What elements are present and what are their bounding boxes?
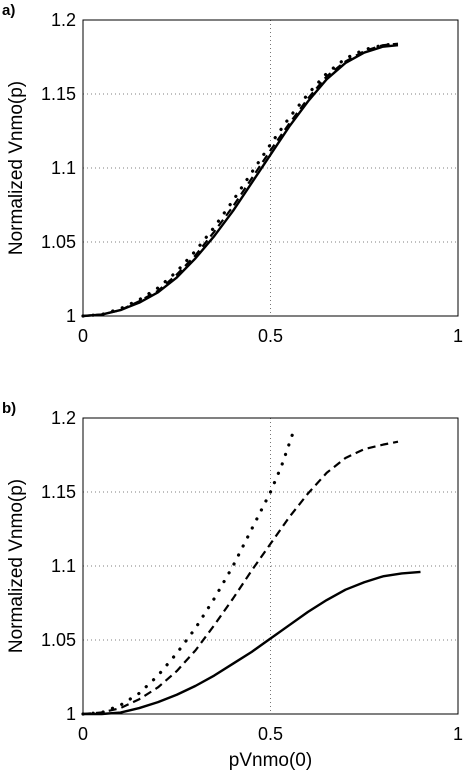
panel-a-series <box>81 42 400 318</box>
panel-b-label: b) <box>2 400 16 417</box>
panel-a-gridlines <box>83 20 458 316</box>
panel-a-series-dashed <box>82 42 399 318</box>
panel-b-ytick-3: 1.15 <box>41 482 76 502</box>
panel-b-y-axis-label: Normalized Vnmo(p) <box>6 479 27 653</box>
panel-b-gridlines <box>83 418 458 714</box>
panel-a-ytick-4: 1.2 <box>51 10 76 30</box>
panel-a: a) 0 0.5 1 1 1.05 1.1 1.15 1.2 Normalize… <box>2 2 463 346</box>
panel-b-x-ticks: 0 0.5 1 <box>78 724 463 744</box>
panel-a-ytick-1: 1.05 <box>41 232 76 252</box>
panel-b-plot-area <box>82 417 459 715</box>
panel-a-y-axis-label: Normalized Vnmo(p) <box>6 81 27 255</box>
panel-b-series-dashed <box>82 440 399 716</box>
panel-b-xtick-2: 1 <box>453 724 463 744</box>
panel-a-ytick-0: 1 <box>66 306 76 326</box>
panel-b-ytick-0: 1 <box>66 704 76 724</box>
panel-a-series-dotted <box>81 42 400 318</box>
panel-b-ytick-4: 1.2 <box>51 408 76 428</box>
panel-b-series-solid <box>83 570 421 716</box>
panel-a-label: a) <box>2 2 15 19</box>
panel-b: b) 0 0.5 1 1 1.05 1.1 1.15 1.2 Normalize… <box>2 400 463 771</box>
panel-a-xtick-2: 1 <box>453 326 463 346</box>
panel-b-x-axis-label: pVnmo(0) <box>229 750 312 771</box>
panel-a-plot-area <box>82 19 459 317</box>
panel-a-ytick-3: 1.15 <box>41 84 76 104</box>
panel-b-series <box>81 431 421 716</box>
panel-b-ytick-2: 1.1 <box>51 556 76 576</box>
panel-a-series-solid <box>82 43 399 318</box>
panel-a-y-ticks: 1 1.05 1.1 1.15 1.2 <box>41 10 76 326</box>
panel-b-xtick-0: 0 <box>78 724 88 744</box>
panel-a-xtick-1: 0.5 <box>258 326 283 346</box>
panel-b-xtick-1: 0.5 <box>258 724 283 744</box>
panel-b-series-dotted <box>81 431 295 716</box>
panel-a-xtick-0: 0 <box>78 326 88 346</box>
panel-a-x-ticks: 0 0.5 1 <box>78 326 463 346</box>
panel-b-ytick-1: 1.05 <box>41 630 76 650</box>
panel-b-y-ticks: 1 1.05 1.1 1.15 1.2 <box>41 408 76 724</box>
panel-a-ytick-2: 1.1 <box>51 158 76 178</box>
